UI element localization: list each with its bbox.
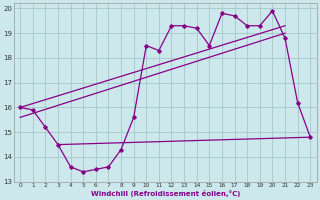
- X-axis label: Windchill (Refroidissement éolien,°C): Windchill (Refroidissement éolien,°C): [91, 190, 240, 197]
